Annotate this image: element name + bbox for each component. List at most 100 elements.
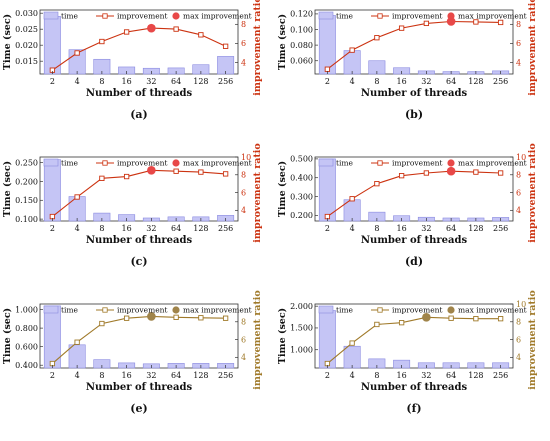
improvement-point <box>198 169 204 175</box>
legend-max-marker <box>447 159 455 167</box>
panel-caption: (b) <box>405 108 423 121</box>
x-tick-label: 64 <box>171 371 181 380</box>
improvement-point <box>398 25 405 31</box>
y2-tick-label: 4 <box>516 353 521 362</box>
x-tick-label: 2 <box>50 224 55 233</box>
x-tick-label: 16 <box>122 371 132 380</box>
x-tick-label: 128 <box>193 371 208 380</box>
y-tick-label: 0.400 <box>15 361 38 370</box>
legend-improvement-label: improvement <box>392 306 442 315</box>
y-tick-label: 0.100 <box>15 215 38 224</box>
legend-time-label: time <box>336 306 354 315</box>
y2-tick-label: 4 <box>516 206 521 215</box>
y-tick-label: 0.025 <box>15 25 38 34</box>
y2-tick-label: 8 <box>516 171 521 180</box>
y2-tick-label: 8 <box>241 318 246 327</box>
y-axis-label: Time (sec) <box>2 14 13 70</box>
y-tick-label: 0.020 <box>15 41 38 50</box>
x-tick-label: 8 <box>374 224 379 233</box>
y2-tick-label: 10 <box>516 300 526 309</box>
legend-improvement-marker <box>102 160 108 166</box>
legend-improvement-marker <box>377 160 383 166</box>
legend-time-swatch <box>43 11 59 20</box>
improvement-point <box>349 196 355 202</box>
x-tick-label: 16 <box>397 77 407 86</box>
x-tick-label: 2 <box>325 77 330 86</box>
x-tick-label: 16 <box>397 371 407 380</box>
max-improvement-marker <box>147 166 156 175</box>
legend-time-swatch <box>318 305 334 314</box>
improvement-point <box>448 315 454 321</box>
y-tick-label: 0.200 <box>15 177 38 186</box>
improvement-line <box>52 315 226 365</box>
improvement-point <box>222 315 229 321</box>
x-tick-label: 256 <box>493 371 508 380</box>
x-tick-label: 8 <box>99 77 104 86</box>
y-tick-label: 0.100 <box>290 25 313 34</box>
time-bar <box>68 344 86 369</box>
x-tick-label: 4 <box>350 77 355 86</box>
panel-caption: (c) <box>130 255 147 268</box>
legend-improvement-label: improvement <box>117 12 167 21</box>
y2-tick-label: 10 <box>241 153 251 162</box>
x-tick-label: 8 <box>374 77 379 86</box>
y-tick-label: 0.060 <box>290 57 313 66</box>
legend: time improvement max improvement <box>318 159 527 168</box>
legend: time improvement max improvement <box>318 11 527 21</box>
x-axis-label: Number of threads <box>361 88 468 99</box>
x-tick-label: 128 <box>193 77 208 86</box>
y-tick-label: 0.150 <box>15 196 38 205</box>
legend-improvement-marker <box>377 13 383 19</box>
improvement-point <box>173 314 179 320</box>
y-tick-label: 0.120 <box>290 10 313 19</box>
y-tick-label: 0.500 <box>290 155 313 164</box>
x-tick-label: 4 <box>350 224 355 233</box>
x-tick-label: 8 <box>99 371 104 380</box>
y2-tick-label: 6 <box>241 188 246 197</box>
legend-time-swatch <box>318 11 334 20</box>
x-tick-label: 32 <box>146 77 156 86</box>
y2-axis-label: improvement ratio <box>252 143 263 242</box>
improvement-point <box>324 66 331 72</box>
x-tick-label: 4 <box>75 77 80 86</box>
x-tick-label: 64 <box>446 77 456 86</box>
y-tick-label: 1.000 <box>290 346 313 355</box>
x-tick-label: 32 <box>146 224 156 233</box>
x-tick-label: 2 <box>50 77 55 86</box>
x-tick-label: 256 <box>218 371 233 380</box>
legend-time-swatch <box>43 305 59 314</box>
max-improvement-marker <box>446 17 456 26</box>
x-tick-label: 32 <box>421 371 431 380</box>
improvement-point <box>398 173 405 179</box>
improvement-point <box>497 316 504 322</box>
y-tick-label: 0.080 <box>290 41 313 50</box>
improvement-point <box>349 340 355 346</box>
y2-tick-label: 4 <box>241 58 246 67</box>
y2-tick-label: 4 <box>241 353 246 362</box>
x-tick-label: 32 <box>146 371 156 380</box>
improvement-point <box>198 32 204 38</box>
improvement-point <box>99 320 105 327</box>
legend-time-label: time <box>61 159 79 168</box>
y-tick-label: 1.000 <box>15 305 38 314</box>
improvement-point <box>173 26 179 32</box>
improvement-point <box>473 169 479 175</box>
x-tick-label: 16 <box>397 224 407 233</box>
x-axis-label: Number of threads <box>86 235 193 246</box>
x-tick-label: 256 <box>218 77 233 86</box>
improvement-point <box>123 315 130 321</box>
y-tick-label: 0.030 <box>15 9 38 18</box>
y2-tick-label: 4 <box>516 58 521 67</box>
x-tick-label: 2 <box>50 371 55 380</box>
x-tick-label: 256 <box>493 224 508 233</box>
x-tick-label: 16 <box>122 77 132 86</box>
x-tick-label: 256 <box>218 224 233 233</box>
y-axis-label: Time (sec) <box>2 161 13 217</box>
x-tick-label: 4 <box>75 224 80 233</box>
improvement-line <box>327 170 501 218</box>
y-axis-label: Time (sec) <box>277 14 288 70</box>
y2-tick-label: 8 <box>516 20 521 29</box>
